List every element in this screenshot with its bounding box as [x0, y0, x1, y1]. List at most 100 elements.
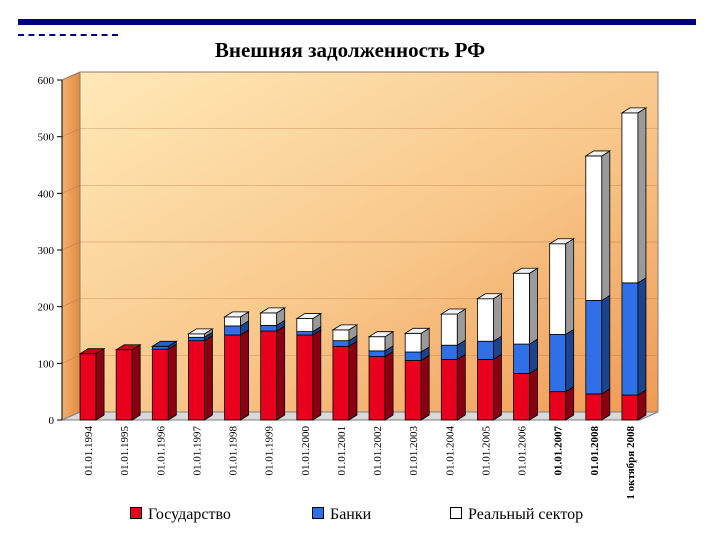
- bar-segment: [585, 393, 603, 421]
- x-tick-label: 01.01.1994: [83, 426, 95, 476]
- bar-side: [529, 367, 538, 421]
- bar-segment: [151, 345, 169, 350]
- bar-top: [150, 340, 178, 347]
- bar-side: [384, 350, 394, 421]
- bar-segment: [115, 349, 133, 421]
- x-tick-label: 01.01.2001: [336, 426, 348, 476]
- bar-segment: [549, 334, 567, 393]
- legend-label-banki: Банки: [330, 506, 372, 523]
- x-tick-label: 01.01.2008: [589, 426, 601, 476]
- y-tick-label: 600: [38, 75, 55, 87]
- chart-title: Внешняя задолженность РФ: [214, 38, 486, 62]
- x-tick-label: 01.01.2007: [553, 426, 565, 476]
- bar-side: [312, 329, 322, 421]
- bar-segment: [332, 345, 350, 421]
- bar-segment: [477, 358, 494, 421]
- bar-top: [403, 327, 431, 334]
- bar-segment: [549, 391, 567, 421]
- x-tick-label: 01.01.2005: [480, 426, 492, 476]
- legend-realny-sektor: Реальный сектор: [450, 506, 583, 524]
- bar-segment: [368, 356, 386, 421]
- bar-segment: [260, 324, 278, 332]
- bar-segment: [404, 360, 422, 421]
- bar-side: [456, 308, 466, 346]
- bar-segment: [477, 298, 494, 342]
- bar-side: [240, 329, 249, 421]
- bar-side: [601, 294, 611, 395]
- legend-swatch-gosudarstvo: [130, 507, 142, 520]
- bar-top: [259, 307, 287, 314]
- bar-segment: [368, 336, 386, 352]
- x-tick-label: 01.01.1997: [191, 426, 203, 476]
- bar-side: [131, 344, 141, 421]
- legend-swatch-banki: [312, 507, 324, 520]
- legend-label-gosudarstvo: Государство: [148, 506, 231, 523]
- bar-top: [367, 331, 395, 338]
- x-tick-label: 01.01.2003: [408, 426, 420, 476]
- bar-segment: [224, 325, 241, 336]
- y-axis: 0 100 200 300 400 500 600: [38, 75, 63, 427]
- legend-swatch-realny-sektor: [450, 507, 462, 520]
- bar-segment: [440, 313, 458, 346]
- bar-segment: [513, 373, 530, 421]
- bar-side: [420, 354, 430, 421]
- gridline: [61, 71, 658, 81]
- bar-segment: [368, 350, 386, 357]
- bar-side: [493, 353, 502, 421]
- bar-segment: [477, 340, 494, 360]
- bar-segment: [79, 353, 97, 421]
- x-tick-label: 01.01.2004: [444, 426, 456, 476]
- bar-top: [584, 150, 612, 157]
- bar-segment: [188, 340, 205, 421]
- bar-segment: [440, 358, 458, 421]
- bar-top: [295, 313, 323, 319]
- x-tick-label: 01.01.1999: [264, 426, 276, 476]
- bar-side: [276, 325, 286, 421]
- bar-top: [439, 308, 467, 315]
- y-tick-label: 200: [38, 302, 55, 314]
- x-tick-label: 01.01.1996: [155, 426, 167, 476]
- bar-side: [637, 277, 647, 396]
- bar-side: [565, 238, 575, 336]
- bar-side: [493, 293, 502, 342]
- bar-side: [167, 343, 177, 421]
- x-tick-label: 01.01.2000: [300, 426, 312, 476]
- x-tick-label: 01.01.2002: [372, 426, 384, 476]
- bar-side: [529, 267, 538, 345]
- y-tick-label: 100: [38, 358, 55, 370]
- y-tick-label: 300: [38, 245, 55, 257]
- bar-top: [187, 328, 214, 335]
- bar-segment: [440, 344, 458, 360]
- bar-segment: [224, 334, 241, 421]
- y-tick-label: 400: [38, 188, 55, 200]
- bar-segment: [260, 330, 278, 421]
- bar-segment: [621, 282, 639, 396]
- x-tick-label: 1 октября 2008: [625, 426, 637, 500]
- bar-segment: [621, 394, 639, 421]
- gridline: [61, 298, 658, 307]
- bar-side: [456, 353, 466, 421]
- y-tick-label: 500: [38, 132, 55, 144]
- bar-segment: [224, 316, 241, 327]
- legend-banki: Банки: [312, 506, 371, 524]
- bar-side: [565, 385, 575, 421]
- bar-top: [512, 267, 539, 274]
- bar-segment: [188, 336, 205, 342]
- bar-side: [95, 347, 105, 421]
- bars: [78, 107, 648, 421]
- bar-top: [223, 311, 250, 318]
- dashed-line: [18, 34, 118, 36]
- bar-top: [476, 293, 503, 300]
- x-tick-label: 01.01.2006: [517, 426, 529, 476]
- bar-top: [548, 238, 576, 245]
- bar-segment: [513, 343, 530, 374]
- y-tick-label: 0: [49, 415, 55, 427]
- bar-side: [204, 334, 213, 421]
- bar-side: [565, 328, 575, 393]
- bar-top: [331, 324, 359, 331]
- bar-top: [78, 348, 106, 355]
- bar-segment: [513, 272, 530, 345]
- bar-segment: [585, 155, 603, 301]
- bar-segment: [296, 318, 314, 333]
